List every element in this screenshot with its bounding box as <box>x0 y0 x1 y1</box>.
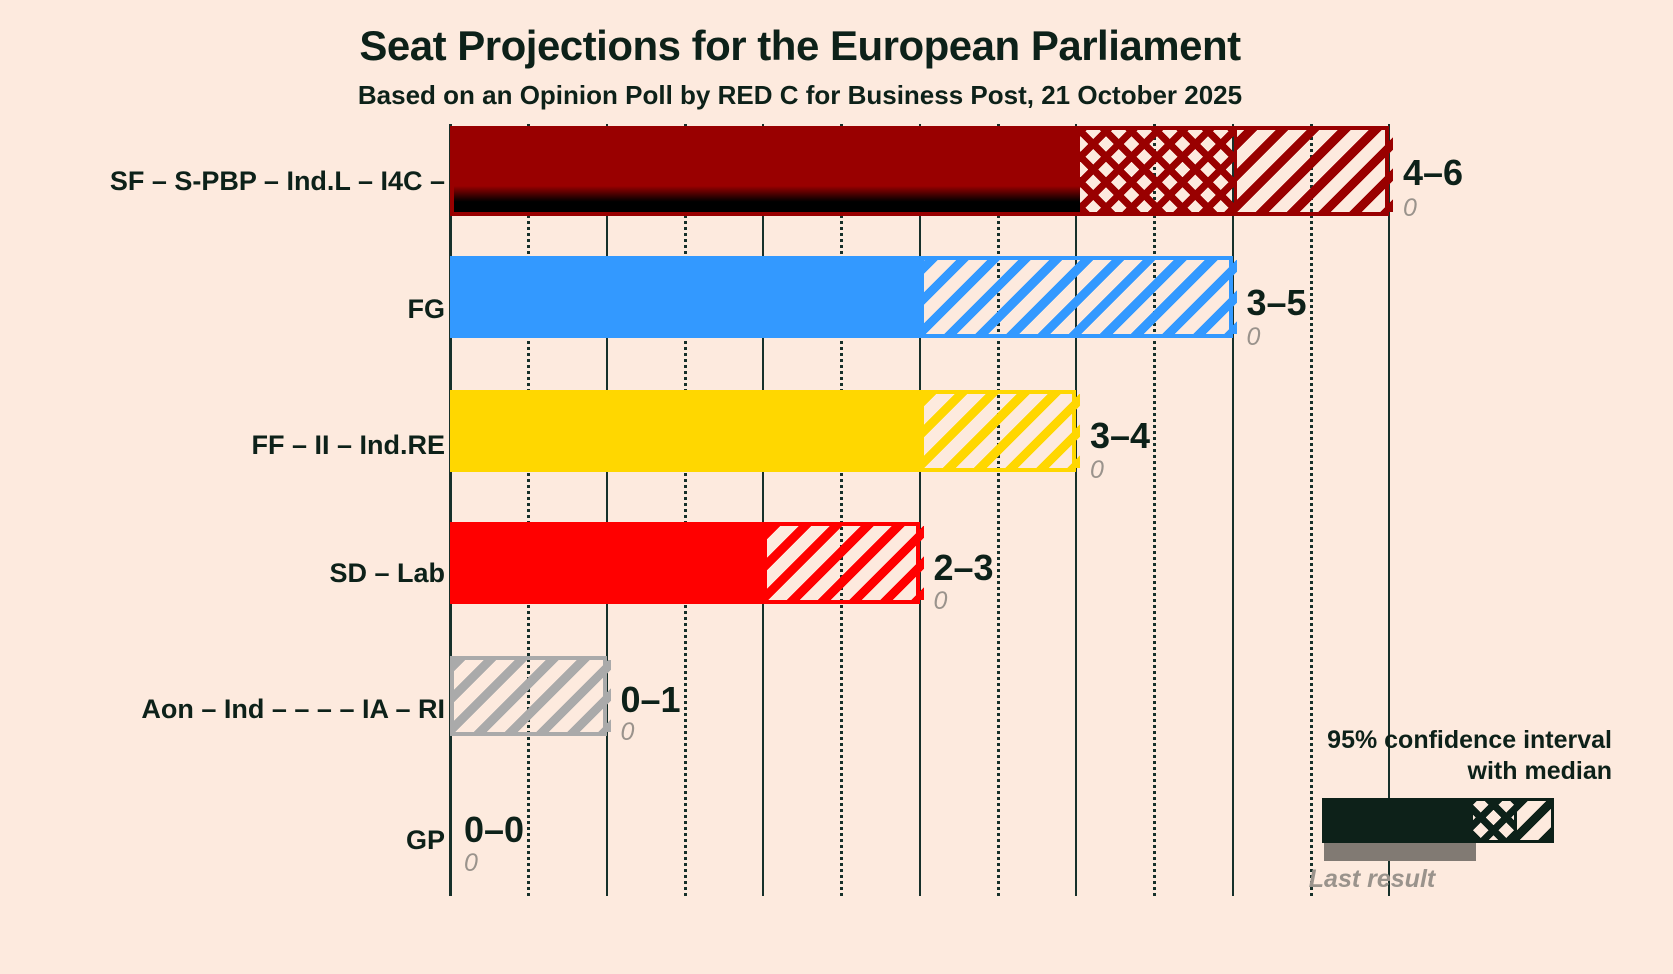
legend-caption: 95% confidence interval with median <box>1252 725 1612 788</box>
gridline-solid <box>762 124 764 896</box>
bar-segment-median <box>454 526 767 600</box>
confidence-interval-bar <box>450 126 1393 216</box>
y-axis-line <box>449 124 452 896</box>
last-result-label: 0 <box>620 718 635 746</box>
gridline-dotted <box>1153 124 1157 896</box>
gridline-solid <box>1075 124 1077 896</box>
confidence-interval-bar <box>450 390 1080 472</box>
seat-range-label: 3–5 <box>1246 282 1307 323</box>
bar-segment-median <box>454 260 924 334</box>
confidence-interval-bar <box>450 656 611 736</box>
bar-outline <box>450 126 1393 216</box>
last-result-label: 0 <box>464 849 478 877</box>
gridline-dotted <box>996 124 1000 896</box>
gridline-solid <box>918 124 921 896</box>
page-subtitle: Based on an Opinion Poll by RED C for Bu… <box>357 80 1243 110</box>
legend-last-result-swatch <box>1324 843 1476 861</box>
confidence-interval-bar <box>450 522 924 604</box>
legend-segment-crosshatch <box>1473 801 1517 840</box>
last-result-label: 0 <box>1090 456 1104 484</box>
party-label: FF – II – Ind.RE <box>251 430 445 460</box>
median-band <box>454 186 1080 212</box>
bar-outline <box>450 390 1080 472</box>
bar-segment-hatch <box>923 394 1080 468</box>
legend-segment-median <box>1325 801 1473 840</box>
party-label: SD – Lab <box>329 558 445 588</box>
party-label: SF – S-PBP – Ind.L – I4C – <box>109 166 445 196</box>
bar-segment-hatch <box>1236 130 1393 212</box>
page-title: Seat Projections for the European Parlia… <box>359 22 1241 69</box>
gridline-dotted <box>1309 124 1313 896</box>
legend-last-result-label: Last result <box>1308 865 1436 893</box>
gridline-dotted <box>683 124 687 896</box>
gridline-solid <box>605 124 608 896</box>
bar-segment-hatch <box>454 660 611 732</box>
gridline-solid <box>1388 124 1390 896</box>
party-label: Aon – Ind – – – – IA – RI <box>141 694 445 724</box>
bar-segment-hatch <box>767 526 924 600</box>
seat-range-label: 3–4 <box>1090 415 1151 456</box>
legend-segment-hatch <box>1517 801 1551 840</box>
confidence-interval-bar <box>450 256 1237 338</box>
bar-outline <box>450 522 924 604</box>
bar-segment-hatch <box>923 260 1237 334</box>
gridline-solid <box>1231 124 1234 896</box>
party-label: FG <box>407 294 446 324</box>
gridline-dotted <box>527 124 531 896</box>
legend-sample-bar <box>1322 798 1554 843</box>
last-result-label: 0 <box>933 587 948 615</box>
bar-outline <box>450 656 611 736</box>
legend: 95% confidence interval with median Last… <box>1190 725 1620 893</box>
seat-range-label: 0–1 <box>620 679 681 720</box>
legend-caption-line1: 95% confidence interval <box>1327 726 1612 754</box>
seat-range-label: 2–3 <box>933 547 994 588</box>
last-result-label: 0 <box>1403 194 1417 222</box>
seat-range-label: 0–0 <box>464 809 525 850</box>
last-result-label: 0 <box>1246 323 1261 351</box>
legend-caption-line2: with median <box>1467 757 1612 786</box>
bar-segment-crosshatch <box>1080 130 1237 212</box>
gridline-dotted <box>840 124 844 896</box>
seat-range-label: 4–6 <box>1403 152 1464 193</box>
party-label: GP <box>405 825 445 855</box>
bar-segment-median <box>454 394 924 468</box>
bar-outline <box>450 256 1237 338</box>
